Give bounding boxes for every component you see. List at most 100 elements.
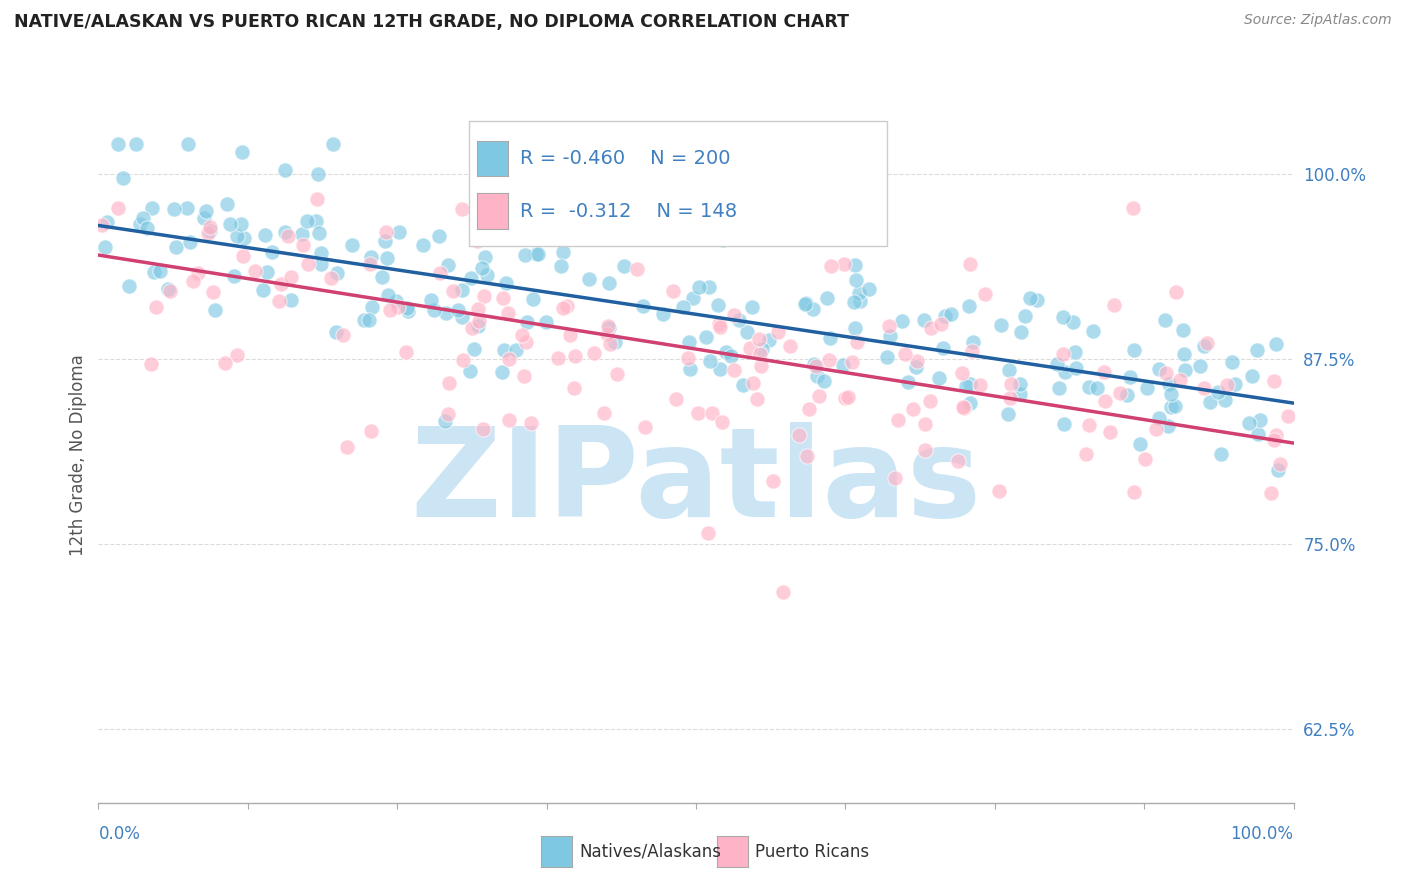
Point <box>498 351 520 366</box>
Point <box>1064 345 1087 359</box>
Point <box>433 414 456 428</box>
Point <box>1133 451 1156 466</box>
Point <box>377 287 399 301</box>
Point <box>1198 394 1220 409</box>
Point <box>553 301 575 316</box>
Point <box>832 358 855 372</box>
Point <box>510 328 533 343</box>
Point <box>111 170 134 185</box>
Point <box>752 196 775 211</box>
Point <box>796 449 818 463</box>
Point <box>959 257 981 271</box>
Point <box>474 288 496 302</box>
Point <box>613 259 636 273</box>
Point <box>187 266 209 280</box>
Point <box>612 222 634 236</box>
Point <box>319 270 342 285</box>
Point <box>131 211 153 226</box>
Point <box>905 354 928 368</box>
Point <box>748 332 770 346</box>
Point <box>165 240 187 254</box>
Point <box>225 229 247 244</box>
Point <box>1102 298 1125 312</box>
Point <box>1010 387 1032 401</box>
Point <box>277 229 299 244</box>
Point <box>950 366 973 380</box>
Point <box>467 318 489 333</box>
Point <box>136 221 159 235</box>
Point <box>1052 347 1074 361</box>
Point <box>1265 336 1288 351</box>
Point <box>472 422 495 436</box>
Point <box>1237 416 1260 430</box>
Point <box>1277 409 1299 423</box>
Point <box>222 268 245 283</box>
Point <box>1074 447 1097 461</box>
Point <box>586 222 609 236</box>
Point <box>1213 392 1236 407</box>
Point <box>731 378 754 392</box>
Point <box>1159 377 1181 392</box>
Point <box>1147 362 1170 376</box>
Point <box>375 226 398 240</box>
Point <box>602 231 624 245</box>
Point <box>360 250 382 264</box>
Point <box>1174 363 1197 377</box>
Point <box>887 413 910 427</box>
Point <box>720 349 742 363</box>
Point <box>439 376 461 390</box>
Point <box>762 475 785 489</box>
Point <box>748 347 770 361</box>
Point <box>820 259 842 273</box>
Point <box>322 136 344 151</box>
Point <box>709 317 731 331</box>
Point <box>1170 374 1192 388</box>
Point <box>217 197 239 211</box>
Point <box>815 291 838 305</box>
Point <box>1163 400 1185 414</box>
Point <box>145 301 167 315</box>
Point <box>256 265 278 279</box>
Point <box>678 335 700 350</box>
Point <box>128 217 150 231</box>
Point <box>1246 343 1268 357</box>
Point <box>163 202 186 216</box>
Point <box>482 182 505 196</box>
Point <box>1092 365 1115 379</box>
Point <box>463 342 485 356</box>
Point <box>1222 355 1244 369</box>
Point <box>515 334 537 349</box>
Point <box>436 306 458 320</box>
Point <box>142 265 165 279</box>
Point <box>1078 418 1101 433</box>
Point <box>1195 335 1218 350</box>
Point <box>94 240 117 254</box>
Point <box>280 270 302 285</box>
Point <box>96 214 118 228</box>
Point <box>396 303 419 318</box>
Point <box>458 364 481 378</box>
Point <box>1260 486 1282 500</box>
Point <box>695 330 717 344</box>
Point <box>932 341 955 355</box>
Point <box>633 299 655 313</box>
Point <box>1053 417 1076 432</box>
Point <box>1108 385 1130 400</box>
Point <box>920 321 942 335</box>
Point <box>1052 310 1074 325</box>
Point <box>700 406 723 420</box>
Point <box>1189 359 1212 374</box>
Point <box>1008 376 1031 391</box>
Point <box>1116 388 1139 402</box>
Point <box>176 202 198 216</box>
Point <box>360 425 382 439</box>
Point <box>912 313 935 327</box>
Point <box>467 302 489 317</box>
Point <box>270 277 292 292</box>
Point <box>738 341 761 355</box>
Point <box>962 335 984 350</box>
Point <box>998 391 1021 405</box>
Point <box>141 201 163 215</box>
Point <box>735 326 758 340</box>
Point <box>274 225 297 239</box>
